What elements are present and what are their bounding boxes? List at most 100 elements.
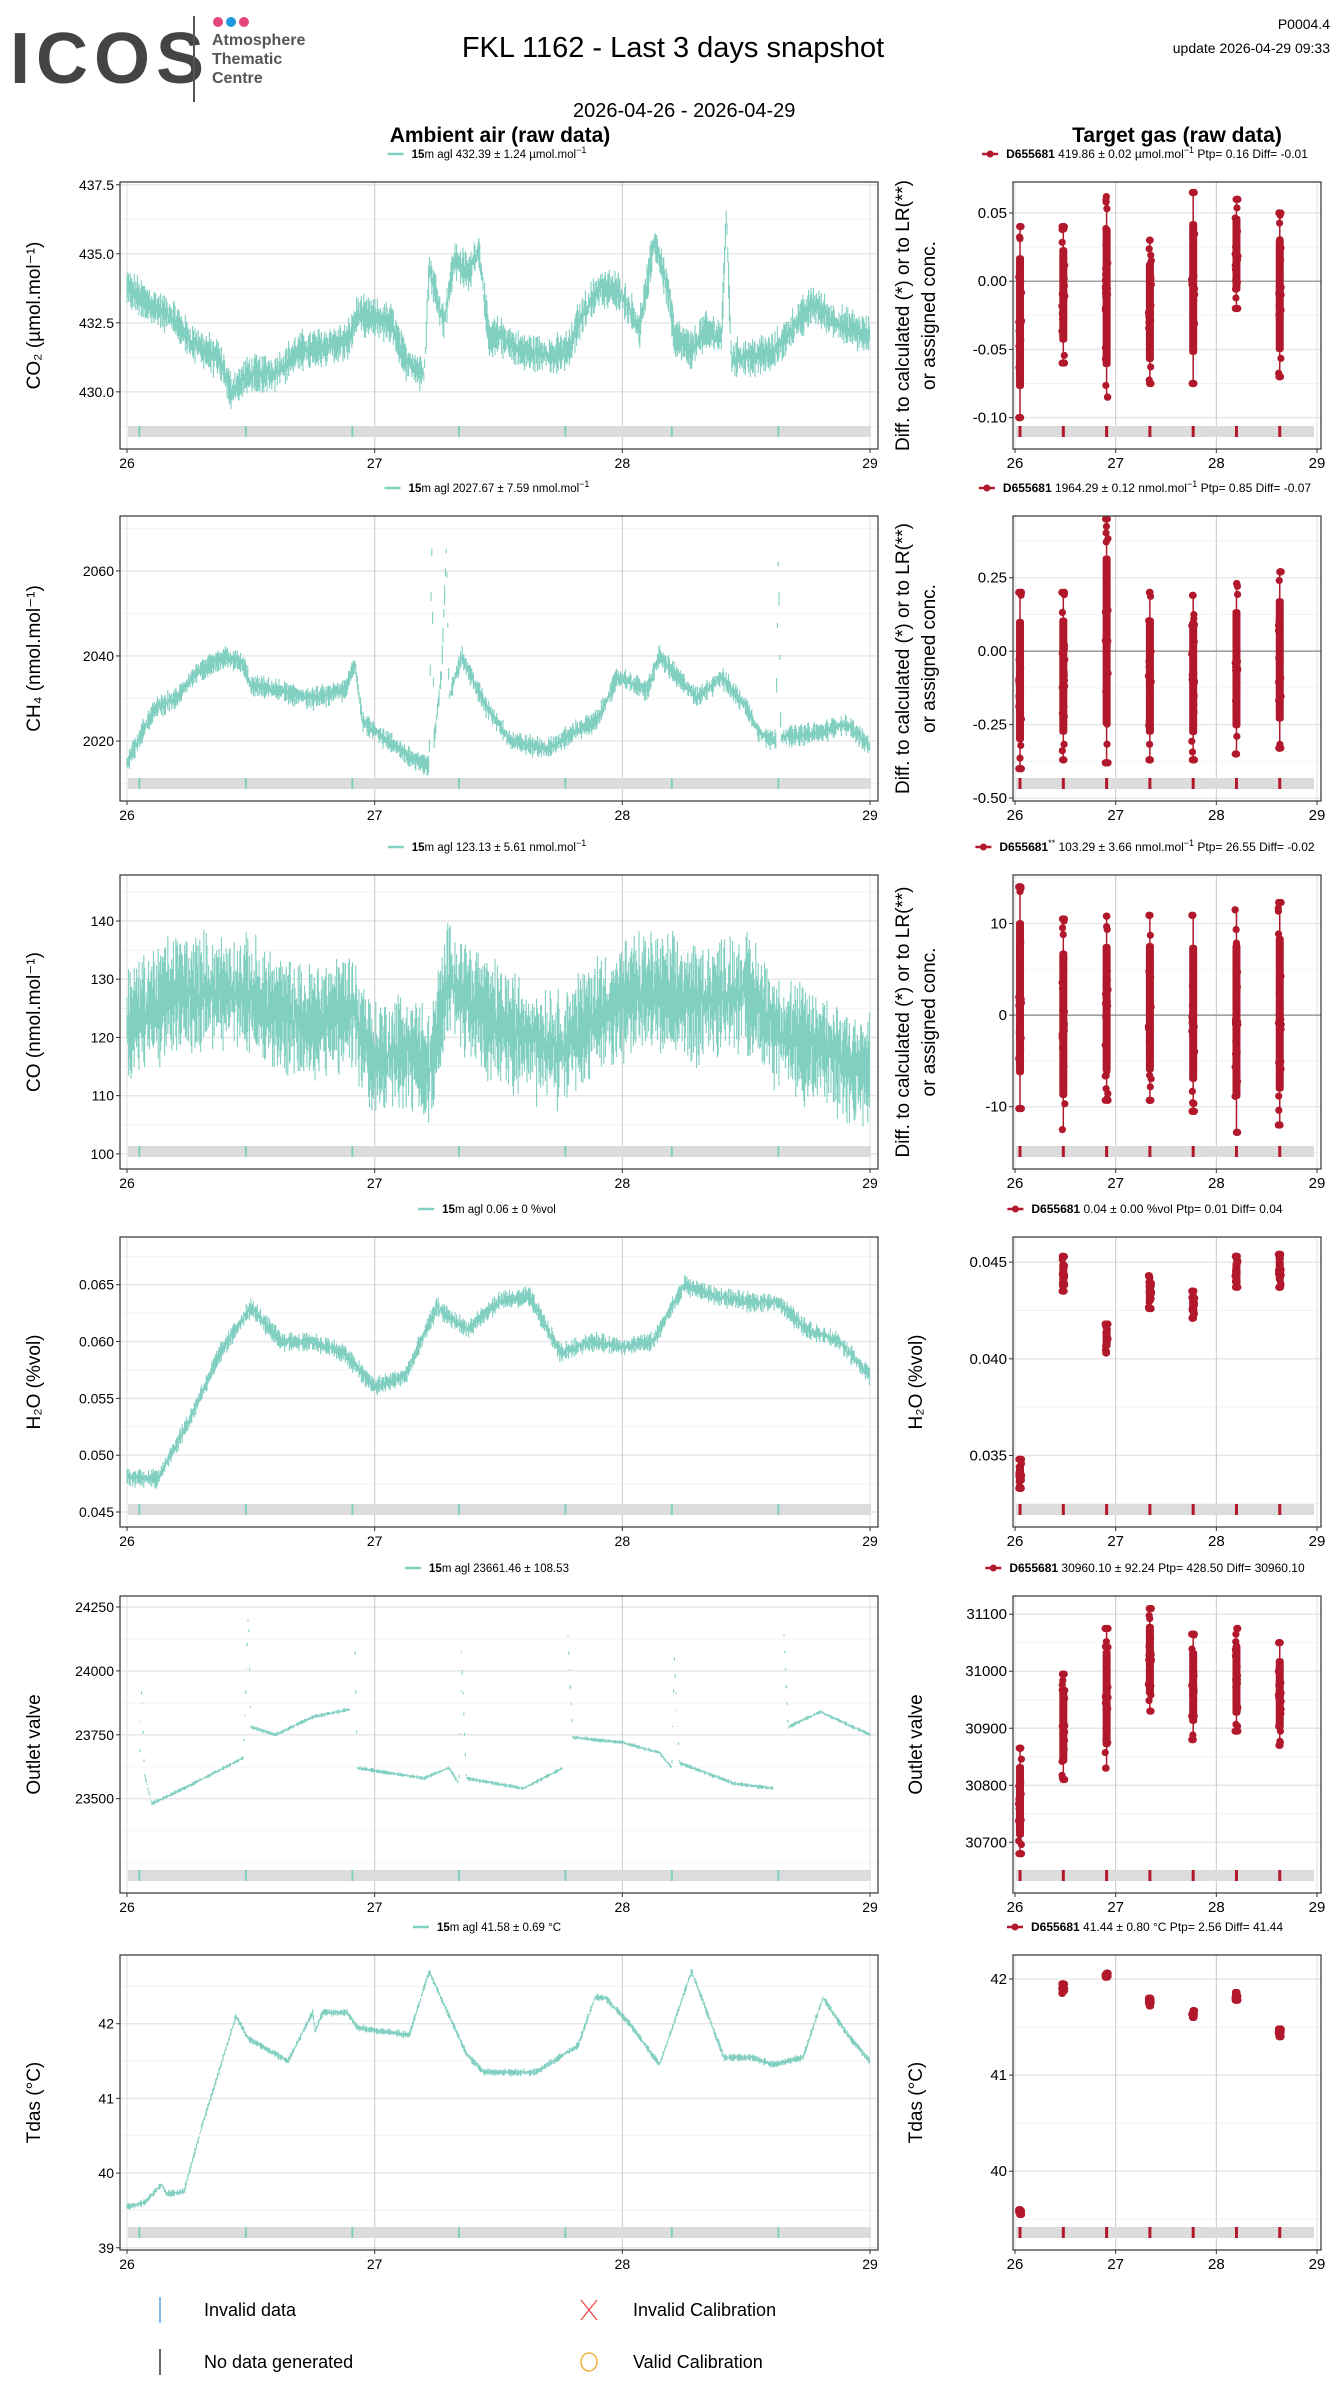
target-measurement-group [1015,2206,1026,2219]
target-point [1145,657,1153,665]
target-point [1015,1850,1023,1858]
y-tick-label: 24250 [75,1599,114,1615]
target-point [1233,968,1242,976]
target-measurement-group [1274,898,1285,1129]
y-tick-label: 0.25 [978,570,1007,587]
target-point [1233,204,1241,212]
ch4-target-chart: -0.50 -0.25 0.00 0.25 26 27 28 29 Diff. to calcu… [893,479,1325,824]
legend-text: D655681 30960.10 ± 92.24 Ptp= 428.50 Dif… [1009,1561,1305,1575]
target-point [1188,982,1197,990]
target-point [1059,1711,1067,1720]
target-point [1233,679,1241,687]
target-point [1145,702,1154,710]
legend-tail: Ptp= 0.16 Diff= -0.01 [1194,147,1308,161]
page-title: FKL 1162 - Last 3 days snapshot [0,32,1340,65]
target-point [1103,740,1111,748]
target-point [1275,219,1284,227]
target-measurement-group [1274,2025,1285,2041]
target-point [1016,1809,1024,1817]
x-tick-label: 26 [1007,1533,1024,1550]
target-point [1147,1707,1155,1715]
x-tick-label: 29 [1309,2256,1326,2273]
legend-text: D655681 41.44 ± 0.80 °C Ptp= 2.56 Diff= … [1031,1920,1283,1934]
target-point [1276,1283,1285,1291]
co2-ambient-legend: 15m agl 432.39 ± 1.24 µmol.mol−1 [387,145,586,161]
y-tick-label: 0.045 [969,1254,1007,1271]
target-point [1190,756,1199,764]
target-point [1102,1731,1111,1739]
legend-bold: D655681 [1009,1561,1058,1575]
target-point [1232,647,1240,655]
y-tick-label: -0.50 [973,790,1007,807]
target-point [1015,363,1023,371]
tdas-ambient-chart: 39 40 41 42 26 27 28 29 Tdas (°C) 15m agl 41.58 ±… [24,1922,879,2272]
target-point [1102,974,1110,982]
target-measurement-group [1101,516,1112,767]
logo-text-line: Centre [212,70,263,87]
no-data-band [128,778,871,789]
target-measurement-group [1014,1744,1026,1858]
target-point [1277,972,1285,980]
legend-sup: −1 [579,479,589,489]
target-point [1147,379,1155,388]
target-point [1060,671,1068,679]
plot-background [120,1955,878,2250]
y-tick-label: 42 [98,2016,114,2032]
h2o-target-legend: D655681 0.04 ± 0.00 %vol Ptp= 0.01 Diff=… [1007,1202,1283,1216]
target-measurement-group [1231,1624,1242,1735]
target-point [1017,765,1025,773]
target-point [1058,238,1066,246]
target-point [1276,675,1285,683]
target-point [1015,1455,1023,1463]
target-point [1059,1051,1068,1059]
y-axis-title: Outlet valve [24,1694,45,1794]
target-point [1146,1654,1154,1662]
x-tick-label: 27 [367,807,383,823]
target-point [1233,1678,1241,1686]
ch4-target-legend: D655681 1964.29 ± 0.12 nmol.mol−1 Ptp= 0… [978,479,1311,495]
target-measurement-group [1058,1252,1069,1295]
target-point [1060,588,1068,596]
target-point [1276,943,1284,951]
target-point [1146,1096,1154,1104]
y-tick-label: 140 [91,913,115,929]
y-tick-label: 2040 [83,648,114,664]
x-tick-label: 29 [862,2256,878,2272]
target-measurement-group [1231,195,1242,313]
x-tick-label: 29 [862,807,878,823]
target-point [1276,1692,1284,1700]
x-tick-label: 26 [1007,807,1024,824]
target-point [1102,1638,1110,1646]
target-point [1146,627,1154,635]
y-tick-label: 432.5 [79,315,114,331]
no-data-band [1016,1146,1314,1157]
target-point [1233,1051,1241,1059]
target-point [1102,1349,1110,1357]
target-point [1102,270,1110,278]
target-point [1102,632,1110,640]
target-point [1274,1639,1283,1647]
y-tick-label: -0.25 [973,717,1007,734]
target-point [1104,393,1112,401]
target-point [1274,1667,1283,1675]
target-point [1190,289,1198,297]
target-point [1147,301,1155,310]
legend-text: m agl 23661.46 ± 108.53 [442,1563,569,1575]
target-point [1276,950,1284,958]
legend-item-black-vertical-line: No data generated [159,2349,353,2375]
target-point [1103,1715,1111,1723]
target-point [1101,355,1110,363]
target-point [1188,648,1196,656]
target-point [1060,359,1069,367]
target-point [1276,568,1284,576]
target-point [1275,744,1283,752]
target-point [1101,1764,1110,1772]
target-point [1275,989,1283,997]
target-point [1146,1055,1154,1063]
target-point [1101,1748,1109,1757]
legend-sup: −1 [1184,838,1194,848]
y-tick-label: 42 [990,1971,1007,1988]
target-point [1061,1722,1069,1730]
y-tick-label: 0.040 [969,1351,1007,1368]
no-data-band [1016,1504,1314,1515]
